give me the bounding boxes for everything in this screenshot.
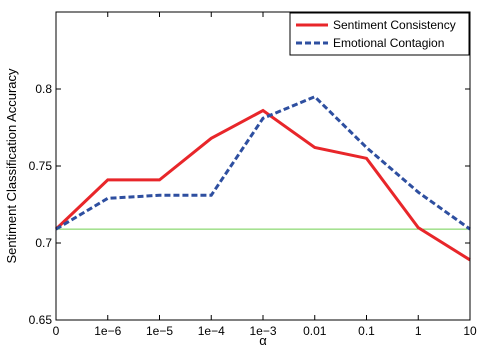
legend-label-sentiment-consistency: Sentiment Consistency <box>333 18 456 32</box>
y-tick-label: 0.75 <box>29 159 53 173</box>
x-tick-label: 10 <box>463 324 477 338</box>
x-tick-label: 1 <box>415 324 422 338</box>
x-tick-label: 1e−4 <box>198 324 225 338</box>
x-axis-label: α <box>259 333 267 348</box>
ticks-layer <box>55 12 471 321</box>
legend: Sentiment Consistency Emotional Contagio… <box>289 12 470 56</box>
x-tick-label: 0.01 <box>303 324 327 338</box>
plot-frame <box>55 11 471 321</box>
y-tick-label: 0.8 <box>35 82 52 96</box>
series-line-emotional-contagion <box>55 94 471 231</box>
y-tick-labels: 0.65 0.7 0.75 0.8 <box>29 82 53 327</box>
x-tick-label: 1e−6 <box>94 324 121 338</box>
x-tick-label: 0.1 <box>358 324 375 338</box>
legend-box <box>289 12 470 56</box>
series-layer <box>54 94 471 262</box>
legend-label-emotional-contagion: Emotional Contagion <box>333 36 444 50</box>
x-tick-label: 1e−3 <box>249 324 276 338</box>
x-tick-label: 1e−5 <box>146 324 173 338</box>
series-line-sentiment-consistency <box>54 108 471 262</box>
x-tick-labels: 0 1e−6 1e−5 1e−4 1e−3 0.01 0.1 1 10 <box>53 324 477 338</box>
y-tick-label: 0.7 <box>35 236 52 250</box>
x-tick-label: 0 <box>53 324 60 338</box>
y-axis-label: Sentiment Classification Accuracy <box>4 68 19 264</box>
y-tick-label: 0.65 <box>29 313 53 327</box>
